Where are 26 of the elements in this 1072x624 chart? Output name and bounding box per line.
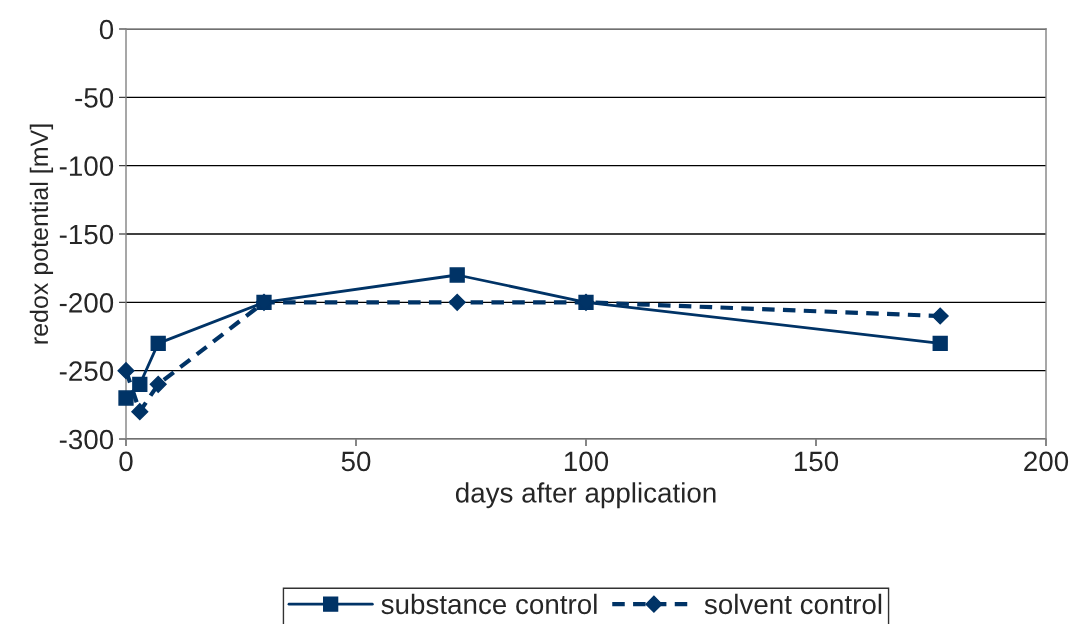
x-tick-label: 0 <box>119 451 133 472</box>
point <box>117 362 135 380</box>
point <box>150 335 166 351</box>
point <box>449 267 465 283</box>
point <box>131 403 149 421</box>
point <box>118 390 134 406</box>
y-tick-label: 0 <box>99 19 114 40</box>
y-tick-label: -150 <box>59 224 114 245</box>
x-tick-label: 150 <box>794 451 839 472</box>
legend-label: substance control <box>381 593 597 615</box>
y-tick-label: -100 <box>59 156 114 177</box>
x-tick-label: 200 <box>1024 451 1069 472</box>
x-tick-label: 50 <box>341 451 371 472</box>
x-tick-label: 100 <box>564 451 609 472</box>
x-axis-title: days after application <box>455 482 716 509</box>
point <box>448 293 466 311</box>
y-axis-title: redox potential [mV] <box>29 124 54 344</box>
point <box>132 376 148 392</box>
point <box>932 335 948 351</box>
point <box>149 375 167 393</box>
legend-label: solvent control <box>704 593 882 615</box>
y-tick-label: -200 <box>59 293 114 313</box>
y-tick-label: -250 <box>59 361 114 382</box>
point <box>931 307 949 325</box>
y-tick-label: -300 <box>59 429 114 450</box>
y-tick-label: -50 <box>75 88 114 108</box>
